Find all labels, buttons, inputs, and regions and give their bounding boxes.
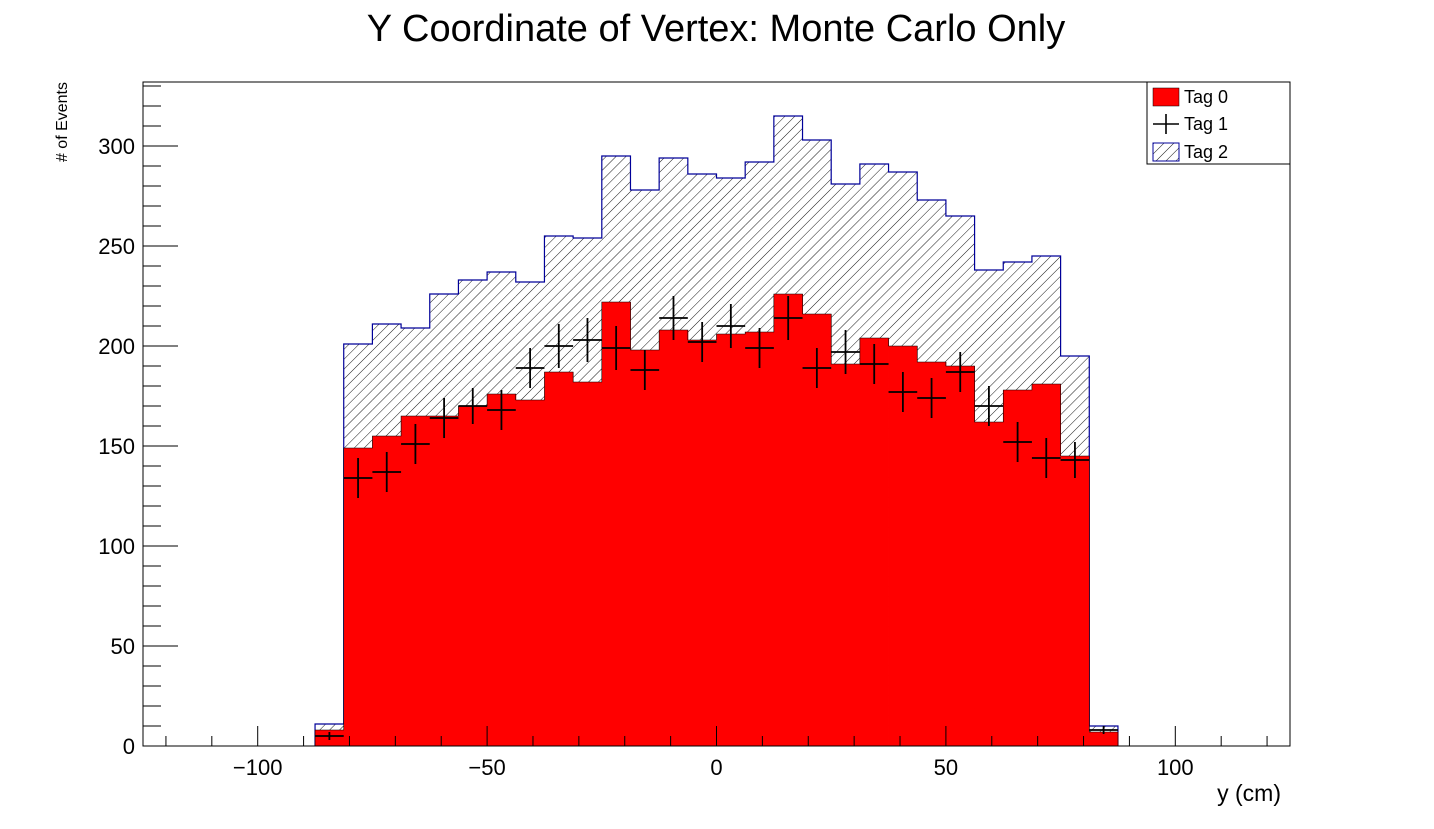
tag0-bar: [401, 416, 431, 746]
tag1-point: [687, 322, 717, 362]
y-axis: 0 50 100 150 200 250 300: [98, 85, 178, 759]
tag1-point: [802, 348, 832, 388]
tag0-bar: [745, 332, 775, 746]
tag0-bar: [601, 302, 631, 746]
y-tick-label: 0: [123, 734, 135, 759]
x-tick-label: 0: [710, 755, 722, 780]
tag0-bar: [1060, 456, 1090, 746]
y-tick-label: 250: [98, 234, 135, 259]
tag1-point: [773, 296, 803, 340]
tag0-bar: [515, 400, 545, 746]
y-tick-label: 100: [98, 534, 135, 559]
tag0-bar: [573, 382, 603, 746]
tag1-point: [487, 390, 516, 430]
x-tick-label: 50: [934, 755, 958, 780]
tag0-bar: [716, 334, 746, 746]
tag1-point: [1060, 442, 1090, 478]
legend-label-tag2: Tag 2: [1184, 142, 1228, 162]
tag0-bar: [859, 338, 889, 746]
tag1-point: [831, 330, 860, 374]
tag0-bar: [544, 372, 574, 746]
tag1-point: [716, 304, 746, 348]
tag0-bar: [831, 364, 861, 746]
tag1-point: [343, 458, 373, 498]
tag1-point: [945, 352, 975, 392]
legend-label-tag1: Tag 1: [1184, 114, 1228, 134]
legend-label-tag0: Tag 0: [1184, 87, 1228, 107]
tag0-bar: [630, 350, 660, 746]
tag0-bar: [458, 406, 488, 746]
y-tick-label: 300: [98, 134, 135, 159]
tag0-bar: [945, 366, 975, 746]
legend: Tag 0 Tag 1 Tag 2: [1146, 81, 1291, 165]
tag0-bar: [888, 346, 918, 746]
tag0-bar: [687, 340, 717, 746]
tag1-point: [888, 372, 918, 412]
tag0-outline: [314, 293, 1119, 746]
x-tick-label: −50: [468, 755, 505, 780]
tag1-point: [859, 344, 889, 384]
tag1-point: [573, 318, 602, 362]
tag1-point: [659, 296, 688, 340]
tag1-point: [745, 328, 774, 368]
tag1-point: [1031, 438, 1061, 478]
tag1-point: [315, 732, 344, 740]
y-tick-label: 150: [98, 434, 135, 459]
tag0-histogram: [314, 293, 1119, 746]
tag1-point: [1089, 726, 1118, 734]
tag1-point: [401, 424, 430, 464]
tag0-bar: [659, 330, 689, 746]
x-tick-label: 100: [1157, 755, 1194, 780]
tag1-point: [372, 452, 402, 492]
y-tick-label: 200: [98, 334, 135, 359]
tag1-point: [429, 398, 459, 438]
x-axis: −100 −50 0 50 100: [165, 726, 1268, 780]
tag2-outline: [314, 115, 1119, 746]
tag1-point: [1003, 422, 1032, 462]
tag1-point: [974, 386, 1004, 426]
y-axis-label: # of Events: [54, 82, 71, 162]
x-axis-label: y (cm): [1217, 780, 1281, 806]
tag0-bar: [974, 422, 1004, 746]
legend-swatch-tag2: [1152, 142, 1180, 162]
tag0-bar: [917, 362, 947, 746]
legend-swatch-tag0: [1152, 87, 1180, 107]
tag1-point: [544, 324, 574, 368]
tag1-point: [601, 326, 631, 370]
tag1-point: [630, 350, 660, 390]
tag0-bar: [1089, 732, 1119, 746]
tag1-point: [515, 348, 545, 388]
y-tick-label: 50: [111, 634, 135, 659]
chart-title: Y Coordinate of Vertex: Monte Carlo Only: [367, 8, 1065, 50]
tag1-points: [315, 296, 1118, 740]
tag1-point: [458, 388, 488, 424]
tag0-bar: [773, 294, 803, 746]
tag0-bar: [487, 394, 517, 746]
x-tick-label: −100: [233, 755, 283, 780]
tag0-bar: [429, 416, 459, 746]
tag1-point: [917, 378, 946, 418]
